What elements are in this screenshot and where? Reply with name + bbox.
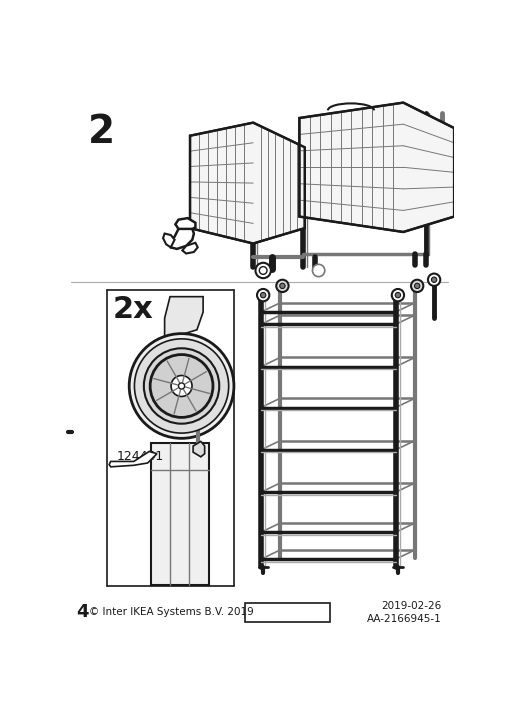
Circle shape (134, 339, 228, 433)
Bar (245, 603, 330, 622)
Polygon shape (182, 243, 197, 253)
Circle shape (391, 289, 403, 301)
Circle shape (431, 277, 436, 283)
Circle shape (394, 293, 400, 298)
Polygon shape (193, 441, 204, 457)
Polygon shape (190, 123, 304, 243)
Text: 2x: 2x (112, 295, 153, 324)
Text: 2: 2 (87, 113, 115, 151)
Circle shape (257, 289, 269, 301)
Polygon shape (169, 227, 193, 249)
Circle shape (259, 266, 267, 274)
Text: AA-2166945-1: AA-2166945-1 (366, 613, 441, 623)
Circle shape (276, 280, 288, 292)
Circle shape (312, 264, 324, 276)
Text: 2019-02-26: 2019-02-26 (381, 601, 441, 611)
Bar (150, 443, 208, 585)
Circle shape (143, 348, 219, 423)
Polygon shape (175, 218, 195, 229)
Circle shape (150, 355, 213, 418)
Circle shape (255, 263, 270, 278)
Circle shape (129, 333, 233, 438)
Polygon shape (109, 451, 157, 467)
Circle shape (427, 273, 439, 286)
Circle shape (178, 383, 184, 389)
Circle shape (414, 283, 419, 288)
Circle shape (260, 293, 265, 298)
Polygon shape (164, 296, 203, 340)
Circle shape (410, 280, 423, 292)
Text: 124441: 124441 (117, 450, 164, 463)
Polygon shape (299, 103, 453, 232)
Circle shape (171, 376, 191, 396)
Polygon shape (163, 233, 174, 247)
Circle shape (279, 283, 284, 288)
Text: 4: 4 (76, 603, 88, 621)
Text: © Inter IKEA Systems B.V. 2019: © Inter IKEA Systems B.V. 2019 (89, 608, 254, 618)
